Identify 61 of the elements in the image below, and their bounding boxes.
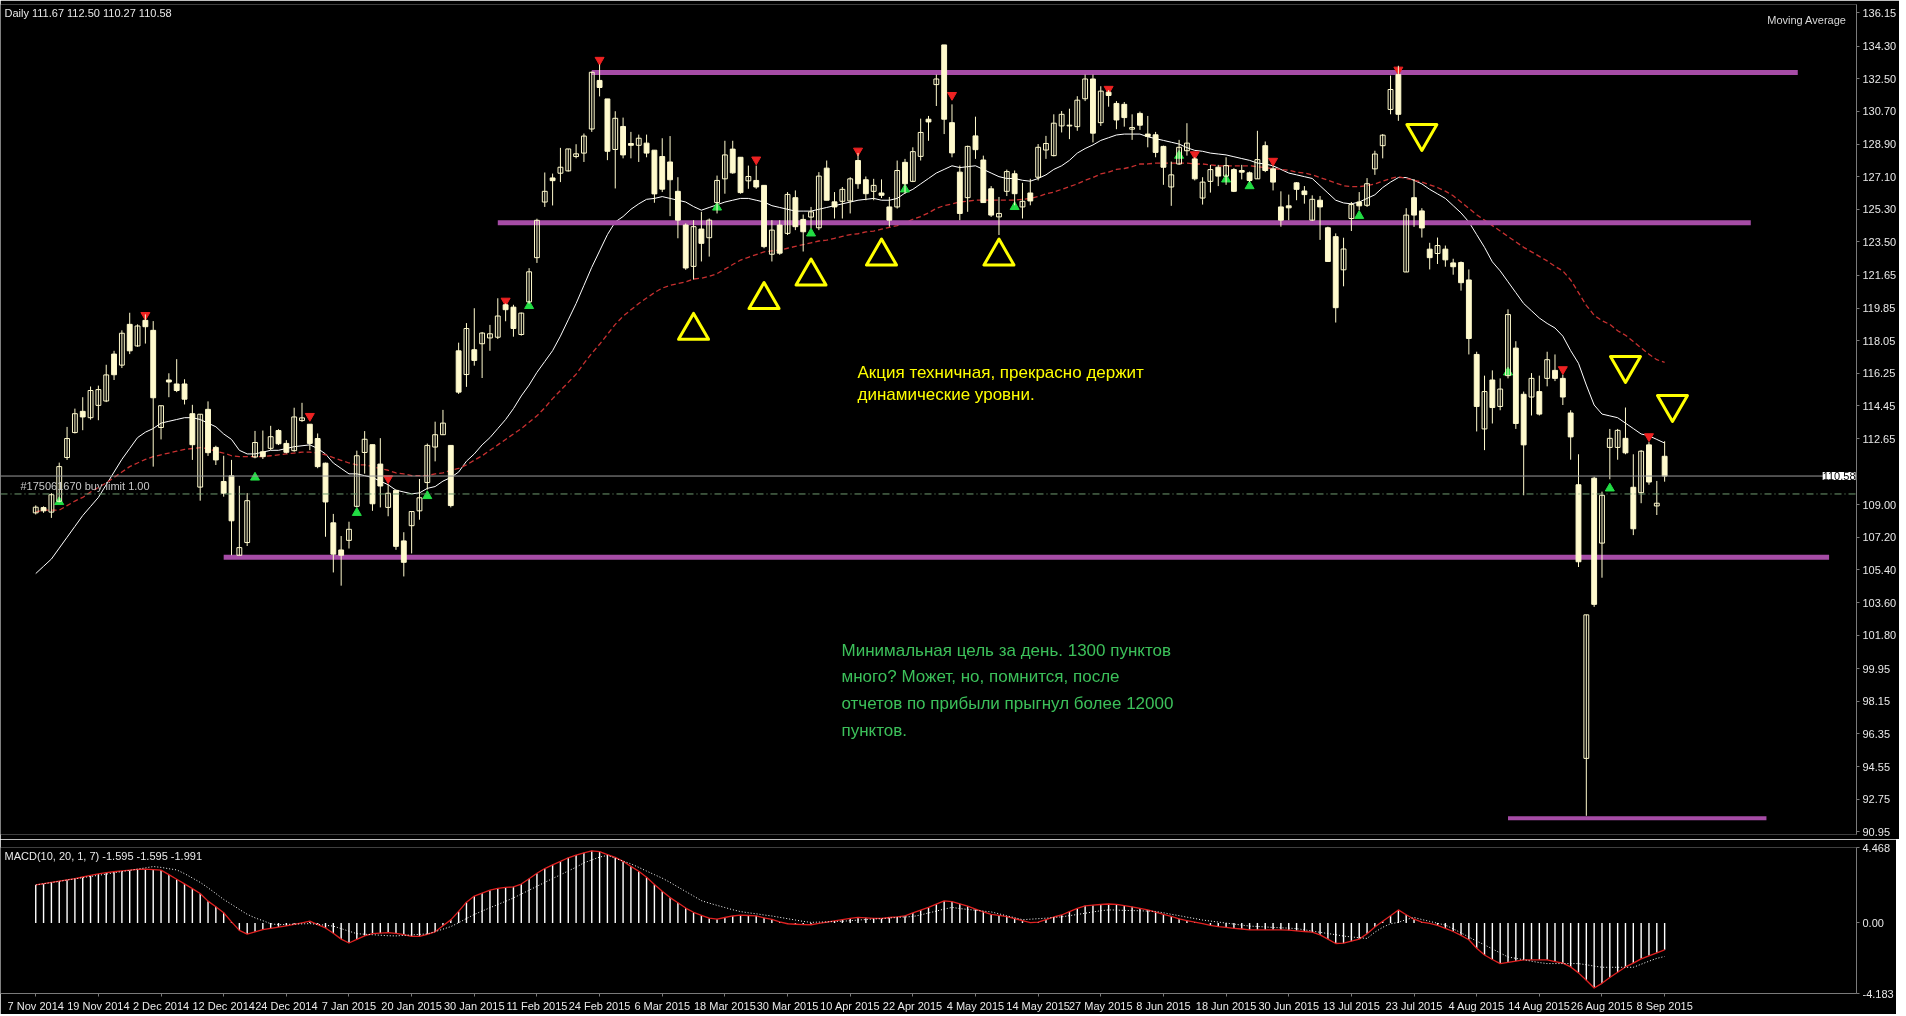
x-tick-label: 20 Jan 2015 — [381, 999, 442, 1012]
x-tick-label: 8 Sep 2015 — [1636, 999, 1693, 1012]
y-tick-label: 123.50 — [1862, 235, 1897, 248]
y-tick-label: 99.95 — [1862, 662, 1891, 675]
y-tick-label: 125.30 — [1862, 203, 1897, 216]
y-tick-label: 127.10 — [1862, 170, 1897, 183]
y-tick-label: 90.95 — [1862, 825, 1891, 838]
y-tick-label: 94.55 — [1862, 760, 1891, 773]
x-tick-label: 8 Jun 2015 — [1136, 999, 1191, 1012]
y-tick-label: 109.00 — [1862, 498, 1897, 511]
y-tick-label: 134.30 — [1862, 40, 1897, 53]
y-tick-label: 121.65 — [1862, 269, 1897, 282]
y-tick-label: 116.25 — [1862, 367, 1896, 380]
x-tick-label: 30 Jan 2015 — [444, 999, 505, 1012]
y-tick-label: 98.15 — [1862, 695, 1891, 708]
y-tick-label: 119.85 — [1862, 302, 1896, 315]
x-tick-label: 22 Apr 2015 — [882, 999, 943, 1012]
y-tick-label: 112.65 — [1862, 432, 1896, 445]
x-tick-label: 30 Jun 2015 — [1258, 999, 1320, 1012]
y-tick-label: 132.50 — [1862, 72, 1897, 85]
y-tick-label: 136.15 — [1862, 6, 1897, 19]
x-tick-label: 14 May 2015 — [1006, 999, 1070, 1012]
x-tick-label: 18 Mar 2015 — [694, 999, 756, 1012]
x-tick-label: 24 Feb 2015 — [568, 999, 631, 1012]
x-tick-label: 4 Aug 2015 — [1448, 999, 1505, 1012]
x-tick-label: 10 Apr 2015 — [820, 999, 880, 1012]
x-tick-label: 18 Jun 2015 — [1195, 999, 1257, 1012]
y-tick-label: -4.183 — [1862, 987, 1894, 1000]
x-tick-label: 24 Dec 2014 — [255, 999, 318, 1012]
y-tick-label: 96.35 — [1862, 727, 1891, 740]
x-tick-label: 27 May 2015 — [1068, 999, 1133, 1012]
y-tick-label: 4.468 — [1862, 841, 1891, 854]
y-tick-label: 101.80 — [1862, 629, 1897, 642]
x-tick-label: 23 Jul 2015 — [1385, 999, 1443, 1012]
annotation: Минимальная цель за день. 1300 пунктов много? Может, но, помнится, после отчетов по прибыли прыгнул более 12000 пунктов. — [841, 640, 1174, 741]
x-tick-label: 11 Feb 2015 — [506, 999, 568, 1012]
y-tick-label: 130.70 — [1862, 105, 1897, 118]
x-tick-label: 26 Aug 2015 — [1570, 999, 1633, 1012]
x-tick-label: 12 Dec 2014 — [192, 999, 255, 1012]
x-tick-label: 7 Nov 2014 — [7, 999, 64, 1012]
y-tick-label: 92.75 — [1862, 793, 1891, 806]
x-tick-label: 6 Mar 2015 — [634, 999, 691, 1012]
y-tick-label: 105.40 — [1862, 563, 1897, 576]
y-tick-label: 107.20 — [1862, 531, 1897, 544]
y-tick-label: 0.00 — [1862, 916, 1884, 929]
x-tick-label: 14 Aug 2015 — [1508, 999, 1570, 1012]
annotation: Moving Average — [1767, 13, 1846, 26]
x-tick-label: 19 Nov 2014 — [67, 999, 130, 1012]
x-tick-label: 13 Jul 2015 — [1322, 999, 1380, 1012]
chart-title: MACD(10, 20, 1, 7) -1.595 -1.595 -1.991 — [4, 849, 202, 862]
y-tick-label: 128.90 — [1862, 138, 1897, 151]
x-tick-label: 4 May 2015 — [946, 999, 1005, 1012]
x-tick-label: 30 Mar 2015 — [756, 999, 819, 1012]
chart-title: Daily 111.67 112.50 110.27 110.58 — [4, 6, 172, 19]
x-tick-label: 2 Dec 2014 — [132, 999, 190, 1012]
annotation: Акция техничная, прекрасно держит динамические уровни. — [857, 362, 1145, 405]
ref-line-label: 110.58 — [1822, 470, 1856, 483]
y-tick-label: 114.45 — [1862, 399, 1896, 412]
y-tick-label: 103.60 — [1862, 596, 1897, 609]
y-tick-label: 118.05 — [1862, 334, 1896, 347]
x-tick-label: 7 Jan 2015 — [321, 999, 377, 1012]
